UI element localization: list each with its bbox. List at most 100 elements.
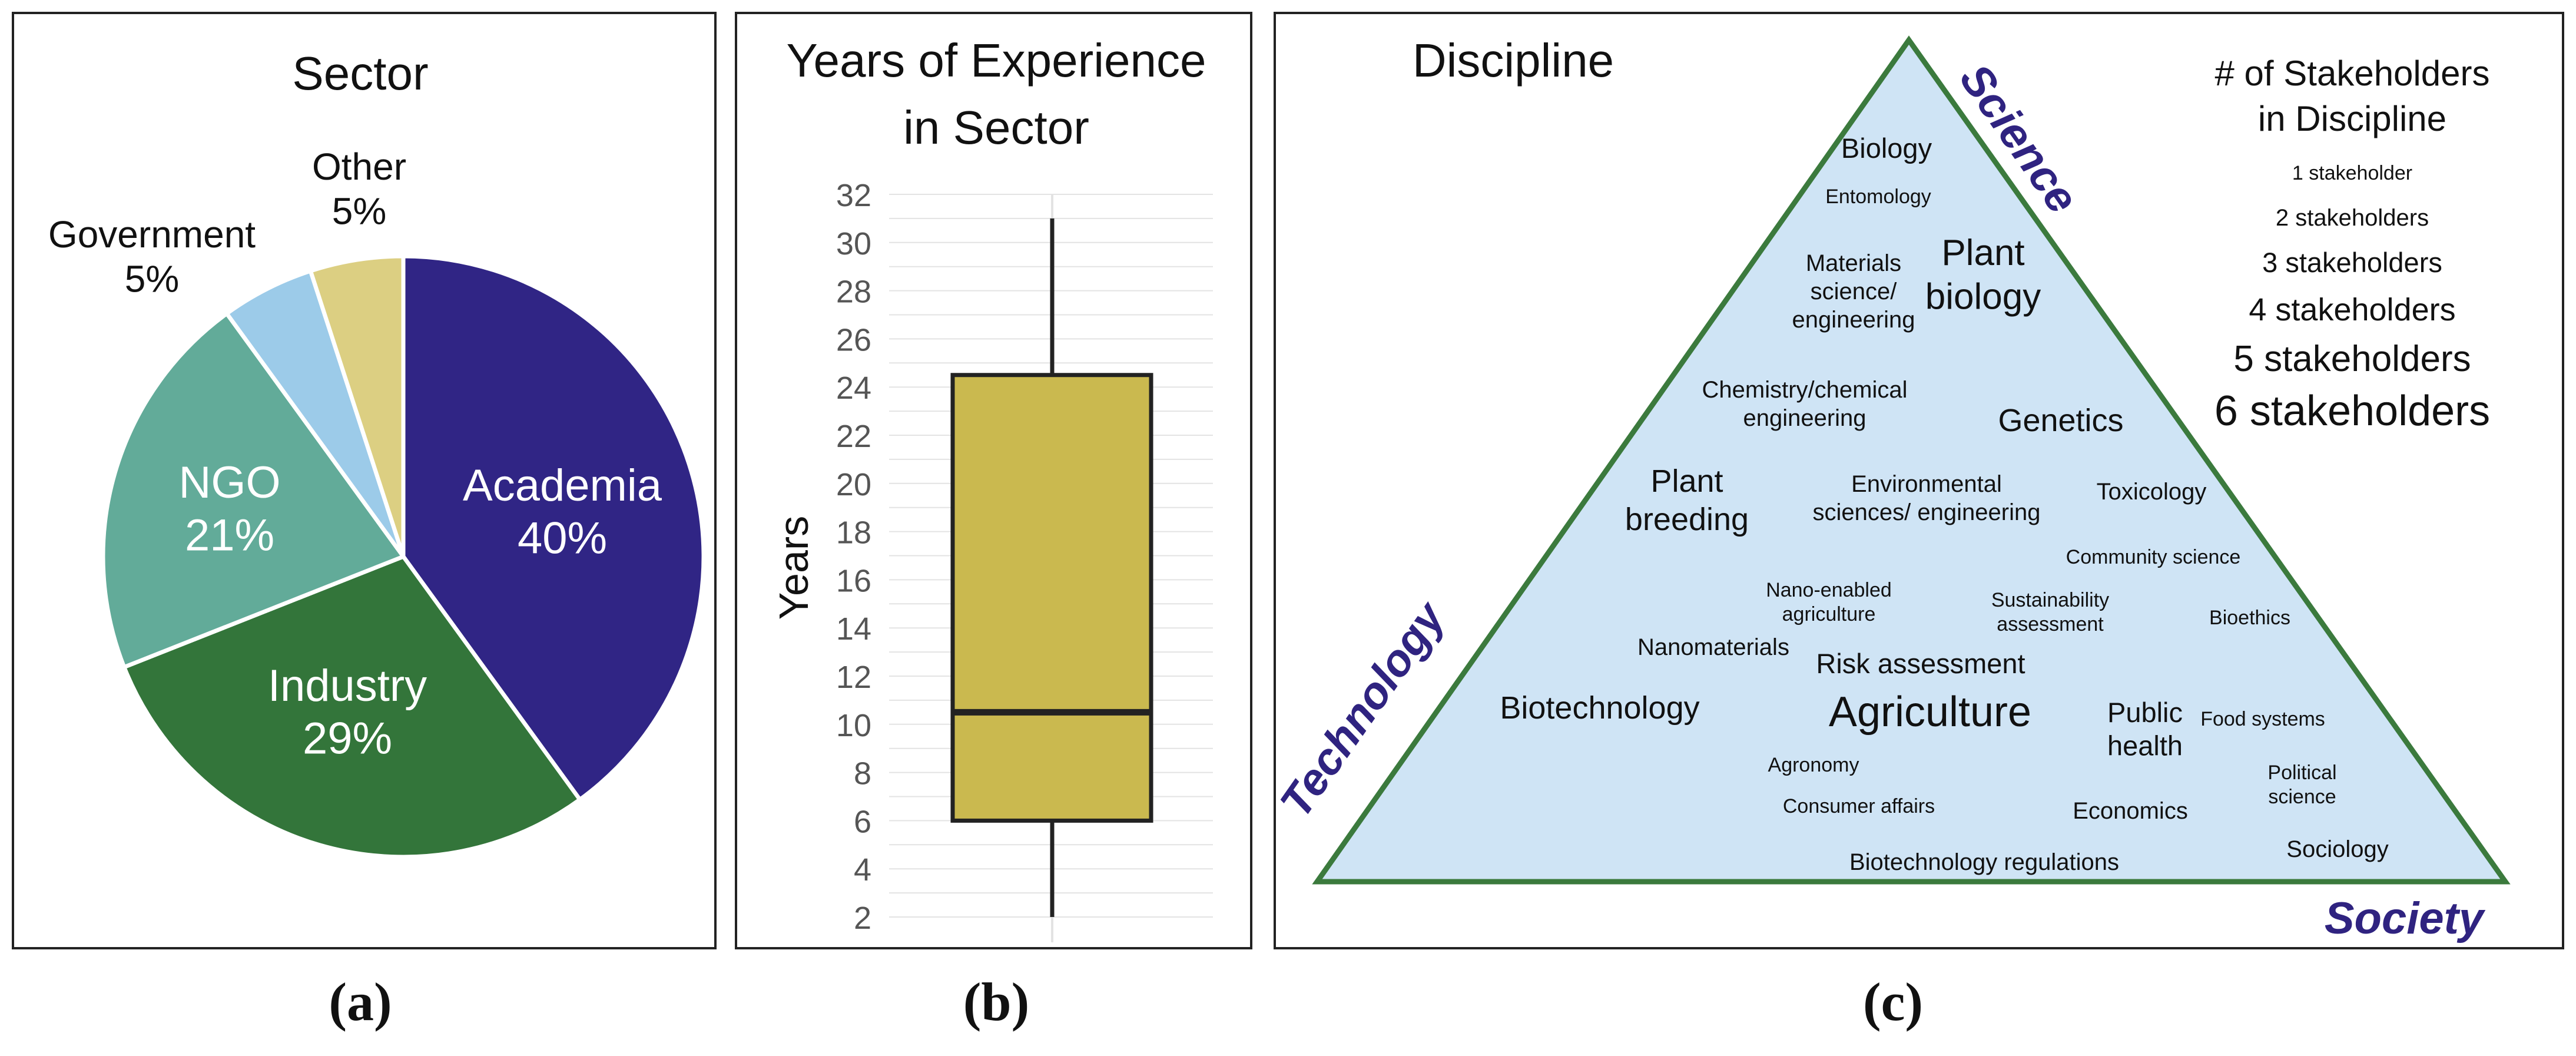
y-tick-label: 24 [836,370,871,406]
pie-label-other: Other [312,145,406,188]
term-economics: Economics [2073,798,2188,824]
term-line: Economics [2073,798,2188,824]
term-biotechnology-regulations: Biotechnology regulations [1849,849,2119,875]
term-agriculture: Agriculture [1829,688,2031,736]
term-line: Community science [2066,546,2241,568]
term-line: Political [2267,762,2336,784]
term-biology: Biology [1841,133,1932,164]
term-line: Genetics [1998,403,2123,438]
pie-value-government: 5% [125,258,180,300]
term-materials-science-engineering: Materials science/engineering [1792,250,1915,333]
term-line: Biotechnology regulations [1849,849,2119,875]
term-line: Agronomy [1768,754,1859,776]
pie-value-industry: 29% [303,714,392,764]
term-line: engineering [1743,405,1866,431]
term-line: Plant [1941,233,2024,273]
term-line: Sustainability [1991,589,2109,611]
legend: 1 stakeholder 2 stakeholders 3 stakeholder… [2214,162,2490,435]
term-line: Nanomaterials [1637,634,1789,660]
y-tick-label: 32 [836,178,871,213]
term-line: Chemistry/chemical [1702,377,1908,403]
panel-label-c: (c) [1863,972,1923,1032]
y-tick-label: 6 [854,804,871,839]
term-nanomaterials: Nanomaterials [1637,634,1789,660]
legend-title-line-1: # of Stakeholders [2215,54,2490,93]
pie-slices [101,254,706,859]
discipline-title: Discipline [1413,34,1614,87]
legend-title-line-2: in Discipline [2258,99,2446,138]
term-line: Environmental [1851,471,2002,497]
legend-item-2: 2 stakeholders [2276,205,2429,231]
y-tick-label: 10 [836,708,871,743]
legend-item-1: 1 stakeholder [2292,162,2412,184]
legend-item-6: 6 stakeholders [2214,388,2490,435]
pie-slice-ngo [101,310,407,670]
panel-b: Years of Experience in Sector Years 2468… [735,12,1252,949]
term-line: Risk assessment [1816,648,2025,679]
pie-value-ngo: 21% [185,511,274,561]
term-line: agriculture [1782,603,1876,625]
legend-item-4: 4 stakeholders [2249,292,2455,327]
term-line: sciences/ engineering [1813,499,2041,525]
panel-c-frame [1274,12,2564,949]
term-line: Sociology [2286,836,2388,862]
corner-label-society: Society [2325,893,2486,944]
term-bioethics: Bioethics [2209,607,2290,629]
y-tick-label: 30 [836,226,871,261]
term-line: biology [1925,276,2041,317]
panel-label-a: (a) [329,972,392,1032]
term-line: Consumer affairs [1783,795,1935,817]
pie-value-academia: 40% [518,514,607,564]
term-line: Materials [1806,250,1901,276]
iqr-box [950,373,1153,823]
term-biotechnology: Biotechnology [1500,690,1699,726]
term-line: assessment [1997,613,2104,635]
term-line: Toxicology [2097,479,2207,505]
y-tick-label: 28 [836,274,871,310]
y-tick-label: 20 [836,467,871,502]
term-line: health [2107,730,2183,761]
pie-label-academia: Academia [463,461,662,511]
term-line: science/ [1811,279,1898,304]
panel-a-frame [12,12,717,949]
box-plot [950,218,1153,917]
y-tick-label: 22 [836,419,871,454]
panel-b-frame [735,12,1252,949]
y-tick-label: 18 [836,515,871,551]
pie-title: Sector [292,47,428,100]
pie-label-government: Government [48,213,256,256]
term-line: Biotechnology [1500,690,1699,726]
term-line: Food systems [2200,708,2325,730]
term-line: Nano-enabled [1766,579,1892,601]
y-tick-label: 2 [854,901,871,936]
pie-label-ngo: NGO [178,458,280,508]
term-line: Bioethics [2209,607,2290,629]
ternary-triangle [1312,35,2511,885]
term-line: Public [2107,697,2183,728]
y-tick-label: 4 [854,852,871,888]
term-genetics: Genetics [1998,403,2123,438]
pie-slice-other [307,254,406,558]
box-title-line-1: Years of Experience [786,34,1206,87]
pie-label-industry: Industry [268,661,427,711]
legend-item-5: 5 stakeholders [2233,339,2471,379]
term-entomology: Entomology [1825,186,1931,208]
pie-value-other: 5% [332,190,387,233]
discipline-terms: Biology Entomology Materials science/engine… [1500,133,2388,875]
panel-c: Discipline Science Technology Society # … [1271,12,2564,949]
term-line: science [2268,786,2336,808]
pie-slice-academia [401,254,706,803]
term-line: Biology [1841,133,1932,164]
pie-labels: Academia40%Industry29%NGO21%Government5%… [48,145,662,764]
y-tick-label: 12 [836,660,871,695]
